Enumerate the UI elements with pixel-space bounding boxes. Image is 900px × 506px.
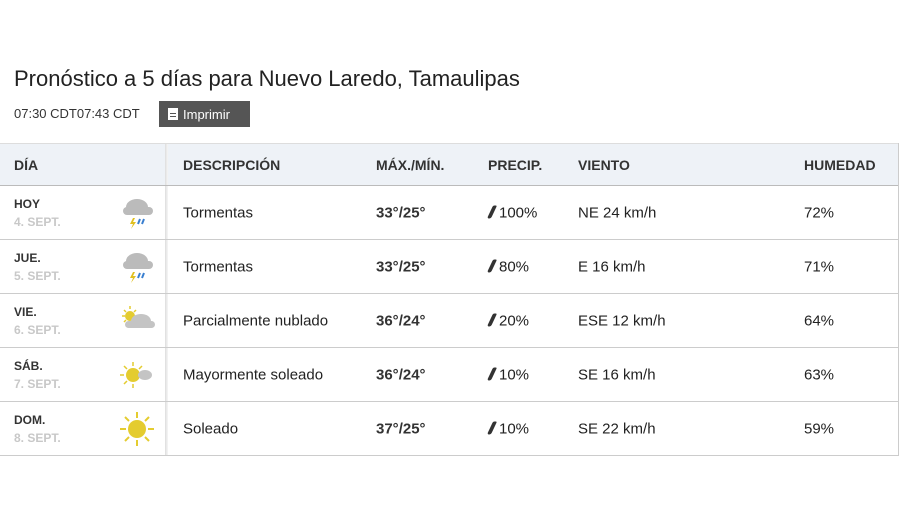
min-temp: 24°	[402, 366, 426, 383]
humidity: 59%	[804, 420, 835, 437]
precip-value: 100%	[499, 204, 538, 221]
description: Parcialmente nublado	[183, 312, 329, 329]
print-label: Imprimir	[183, 106, 230, 122]
wind: SE 22 km/h	[578, 420, 656, 437]
table-row[interactable]: SÁB. 7. SEPT. Mayormente soleado 36°/24°…	[0, 348, 898, 402]
wind: SE 16 km/h	[578, 366, 656, 383]
precipitation: 10%	[486, 420, 530, 437]
day-label: HOY	[14, 197, 41, 211]
sunny-icon	[117, 409, 157, 449]
precip-value: 20%	[499, 312, 530, 329]
precip-value: 80%	[499, 258, 530, 275]
max-temp: 33°	[376, 204, 399, 221]
day-label: SÁB.	[14, 359, 43, 373]
humidity: 64%	[804, 312, 835, 329]
raindrop-icon	[486, 421, 498, 434]
raindrop-icon	[486, 367, 498, 380]
precipitation: 100%	[486, 204, 538, 221]
header-temp: MÁX./MÍN.	[376, 156, 445, 173]
precipitation: 10%	[486, 366, 530, 383]
wind: NE 24 km/h	[578, 204, 657, 221]
table-row[interactable]: DOM. 8. SEPT. Soleado 37°/25° 10% SE 22 …	[0, 402, 898, 456]
temperature: 36°/24°	[376, 312, 426, 329]
wind: ESE 12 km/h	[578, 312, 666, 329]
description: Soleado	[183, 420, 239, 437]
raindrop-icon	[486, 313, 498, 326]
wind: E 16 km/h	[578, 258, 646, 275]
temperature: 33°/25°	[376, 258, 426, 275]
header-precip: PRECIP.	[488, 156, 543, 173]
min-temp: 25°	[402, 204, 426, 221]
table-row[interactable]: JUE. 5. SEPT. Tormentas 33°/25° 80% E 16…	[0, 240, 898, 294]
day-label: VIE.	[14, 305, 37, 319]
max-temp: 33°	[376, 258, 399, 275]
precipitation: 80%	[486, 258, 530, 275]
day-label: DOM.	[14, 413, 46, 427]
date-label: 4. SEPT.	[14, 215, 61, 229]
humidity: 72%	[804, 204, 835, 221]
humidity: 71%	[804, 258, 835, 275]
forecast-table: DÍA DESCRIPCIÓN MÁX./MÍN. PRECIP. VIENTO…	[0, 143, 899, 456]
raindrop-icon	[486, 259, 498, 272]
temperature: 33°/25°	[376, 204, 426, 221]
update-times: 07:30 CDT07:43 CDT	[14, 106, 140, 121]
table-row[interactable]: VIE. 6. SEPT. Parcialmente nublado 36°/2…	[0, 294, 898, 348]
table-header: DÍA DESCRIPCIÓN MÁX./MÍN. PRECIP. VIENTO…	[0, 143, 898, 186]
date-label: 5. SEPT.	[14, 269, 61, 283]
temperature: 36°/24°	[376, 366, 426, 383]
description: Tormentas	[183, 258, 254, 275]
thunderstorm-icon	[117, 193, 157, 233]
min-temp: 25°	[402, 420, 426, 437]
precip-value: 10%	[499, 366, 530, 383]
mostly-sunny-icon	[117, 355, 157, 395]
header-humidity: HUMEDAD	[804, 156, 876, 173]
document-icon	[168, 108, 178, 120]
humidity: 63%	[804, 366, 835, 383]
precip-value: 10%	[499, 420, 530, 437]
max-temp: 36°	[376, 366, 399, 383]
raindrop-icon	[486, 205, 498, 218]
table-row[interactable]: HOY 4. SEPT. Tormentas 33°/25° 100% NE 2…	[0, 186, 898, 240]
partly-cloudy-icon	[117, 301, 157, 341]
print-button[interactable]: Imprimir	[159, 101, 250, 127]
description: Mayormente soleado	[183, 366, 324, 383]
day-label: JUE.	[14, 251, 41, 265]
min-temp: 25°	[402, 258, 426, 275]
page-title: Pronóstico a 5 días para Nuevo Laredo, T…	[14, 66, 520, 91]
header-wind: VIENTO	[578, 156, 630, 173]
date-label: 8. SEPT.	[14, 431, 61, 445]
max-temp: 36°	[376, 312, 399, 329]
min-temp: 24°	[402, 312, 426, 329]
header-desc: DESCRIPCIÓN	[183, 156, 281, 173]
temperature: 37°/25°	[376, 420, 426, 437]
precipitation: 20%	[486, 312, 530, 329]
thunderstorm-icon	[117, 247, 157, 287]
date-label: 6. SEPT.	[14, 323, 61, 337]
max-temp: 37°	[376, 420, 399, 437]
header-day: DÍA	[14, 156, 39, 173]
date-label: 7. SEPT.	[14, 377, 61, 391]
description: Tormentas	[183, 204, 254, 221]
